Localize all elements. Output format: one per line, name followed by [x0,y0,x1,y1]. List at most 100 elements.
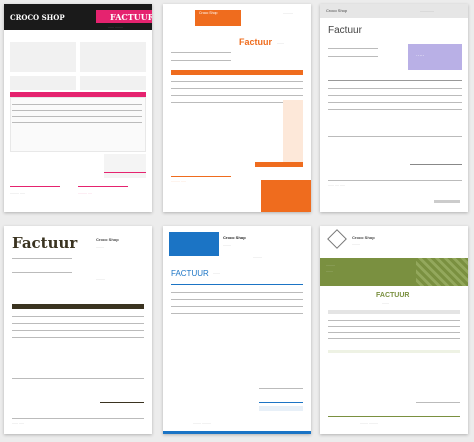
logo-block [195,10,241,26]
footer-text: ········· ····· [10,191,25,195]
table-header [328,310,460,314]
footer-text: ········· ····· [171,179,186,183]
company-info: ·········· [283,11,293,15]
row-line [171,306,303,307]
client-info: ········· [96,277,105,281]
invoice-template-3[interactable]: Croco Shop ·············· Factuur ····· … [320,4,468,212]
footer-text: ······ ····· [12,421,24,425]
row-line [171,81,303,82]
row-line [12,122,142,123]
meta-line [171,52,231,53]
invoice-title: FACTUUR [171,269,209,278]
totals-line [259,402,303,403]
shop-logo: Croco Shop [199,11,218,15]
row-line [12,116,142,117]
amount-box [408,44,462,70]
footer-line [12,418,144,419]
totals-line [12,378,144,379]
footer-line [328,416,460,417]
footer-line [171,176,231,177]
info-box-left [10,42,76,72]
corner-block [261,180,311,212]
shop-logo: Croco Shop [326,8,348,13]
bottom-bar [163,431,311,434]
meta-line [12,258,72,259]
row-line [328,109,462,110]
client-info: ········· [253,255,262,259]
meta-line [328,56,378,57]
invoice-template-6[interactable]: Croco Shop ········ ········· ······· FA… [320,226,468,434]
table-header [10,92,146,97]
footer-line [328,180,462,181]
title-ribbon [96,10,152,23]
logo-diamond [327,229,347,249]
row-line [171,88,303,89]
row-line [328,332,460,333]
row-line [171,299,303,300]
row-line [171,95,303,96]
shop-logo: Croco Shop [96,237,119,242]
right-column-band [283,100,303,164]
invoice-template-5[interactable]: Croco Shop ········ ········· FACTUUR ··… [163,226,311,434]
client-info: ······· [326,269,333,273]
website: ·············· [420,9,434,13]
invoice-template-4[interactable]: Factuur Croco Shop ········ ········· ··… [4,226,152,434]
table-header [12,304,144,309]
pattern-block [416,258,468,286]
totals-line [104,172,146,173]
invoice-template-1[interactable]: CROCO SHOP FACTUUR ······ ········ ·····… [4,4,152,212]
footer-accent-line [10,186,60,187]
row-line [12,330,144,331]
total-line [410,164,462,165]
row-line [12,104,142,105]
row-line [12,316,144,317]
meta-line [328,48,378,49]
client-info: ········· [326,263,335,267]
meta-line [12,272,72,273]
row-line [328,320,460,321]
invoice-number: ······· [213,271,220,275]
totals-box [104,154,146,178]
row-line [171,313,303,314]
invoice-title: Factuur [12,234,78,252]
row-line [328,338,460,339]
row-line [328,326,460,327]
header-meta: ······ ········ [108,25,123,29]
totals-line [100,402,144,403]
info-box-right-2 [80,76,146,90]
totals-box [259,406,303,411]
row-line [171,292,303,293]
shop-address: ········ [96,245,104,249]
invoice-title: Factuur [239,37,273,47]
shop-logo: Croco Shop [352,235,375,240]
shop-address: ········ [223,243,231,247]
logo-block [169,232,219,256]
meta-line [171,60,231,61]
footer-text: ······ ···· ····· [328,183,345,187]
shop-address: ········ [352,242,360,246]
totals-line [259,388,303,389]
subtotal-line [328,136,462,137]
row-line [328,88,462,89]
invoice-title: FACTUUR [376,292,410,299]
totals-highlight [328,350,460,353]
footer-text: ········ ········· [360,421,378,425]
footer-icons [434,200,460,203]
footer-text: ········· ···· [78,191,92,195]
totals-highlight [255,162,303,167]
shop-logo: CROCO SHOP [10,13,65,22]
footer-accent-line [78,186,128,187]
invoice-number: ······· [277,41,284,45]
row-line [328,102,462,103]
info-box-left-2 [10,76,76,90]
amount-due: ····· [416,53,425,59]
info-box-right [80,42,146,72]
row-line [171,102,303,103]
invoice-title: Factuur [328,25,362,36]
row-line [328,80,462,81]
header-line [171,284,303,285]
footer-text: ········ ········· [193,421,211,425]
totals-line [416,402,460,403]
invoice-template-2[interactable]: Croco Shop ·········· Factuur ······· ··… [163,4,311,212]
row-line [12,323,144,324]
